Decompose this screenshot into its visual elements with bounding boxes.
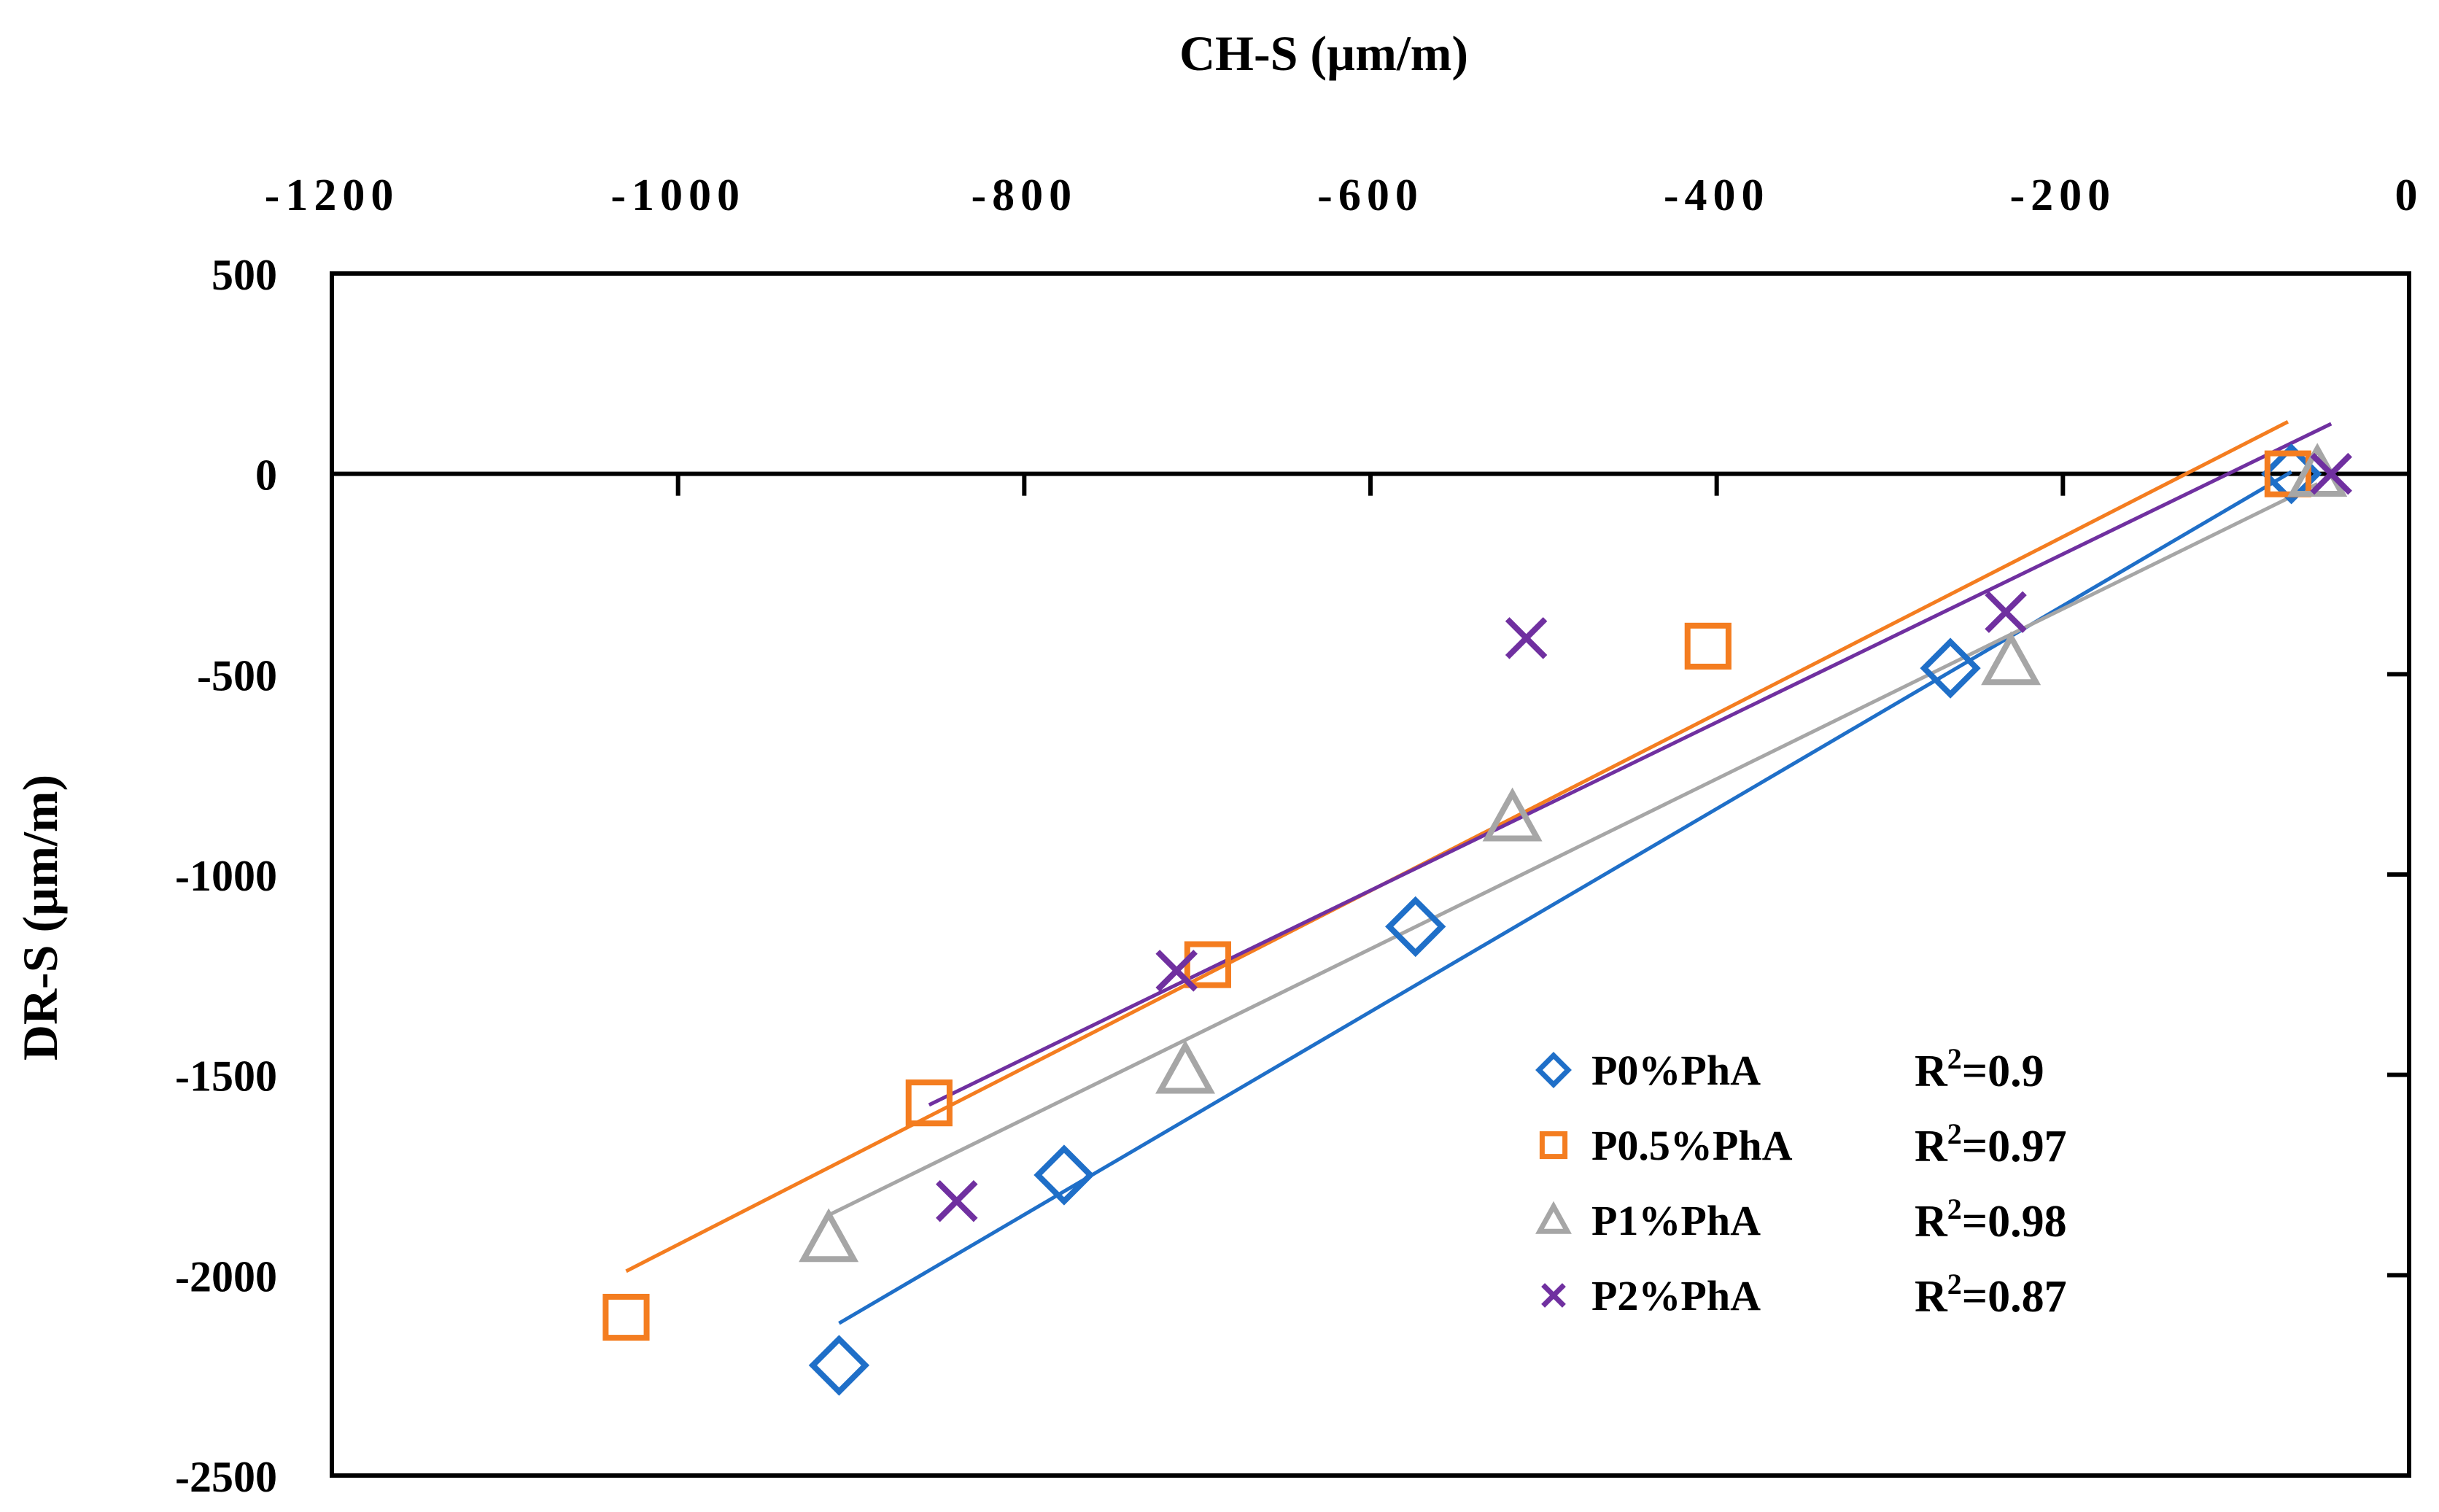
trendline-x — [928, 422, 2333, 1107]
y-tick-labels: 500 0 -500 -1000 -1500 -2000 -2500 — [175, 251, 277, 1501]
x-marker-stroke — [2310, 452, 2352, 495]
triangle-marker — [1535, 1201, 1572, 1234]
diamond-marker — [808, 1335, 870, 1396]
legend-label: P2%PhA — [1591, 1272, 1761, 1319]
square-marker — [1184, 941, 1231, 988]
x-marker-stroke — [1155, 950, 1198, 992]
legend-item: P0%PhA R2=0.9 — [1535, 1042, 2044, 1096]
x-tick-label: -1000 — [610, 171, 745, 220]
legend-item: P0.5%PhA R2=0.97 — [1539, 1117, 2067, 1171]
square-marker — [602, 1293, 650, 1341]
x-marker — [1155, 950, 1198, 992]
x-marker — [936, 1179, 978, 1222]
x-marker-stroke — [1505, 617, 1548, 659]
r-squared-label: R2=0.9 — [1915, 1042, 2044, 1096]
zero-line-group — [332, 471, 2409, 1278]
x-marker-stroke — [1541, 1283, 1566, 1308]
legend-label: P0.5%PhA — [1591, 1122, 1793, 1169]
y-tick-label: -2000 — [175, 1252, 277, 1300]
r-squared-label: R2=0.87 — [1915, 1268, 2067, 1322]
x-tick-label: -200 — [2010, 171, 2117, 220]
x-marker — [1985, 591, 2027, 633]
x-tick-label: -600 — [1317, 171, 1424, 220]
x-tick-labels: -1200 -1000 -800 -600 -400 -200 0 — [265, 171, 2424, 220]
triangle-marker — [1155, 1039, 1216, 1094]
x-axis-title: CH-S (µm/m) — [1179, 26, 1468, 81]
triangle-marker — [1981, 631, 2041, 686]
square-marker — [905, 1079, 953, 1127]
diamond-marker — [1034, 1144, 1095, 1206]
legend: P0%PhA R2=0.9 P0.5%PhA R2=0.97 P1%PhA R2=0.98… — [1535, 1042, 2067, 1322]
legend-item: P1%PhA R2=0.98 — [1535, 1193, 2067, 1247]
square-marker — [1539, 1131, 1568, 1160]
r-squared-label: R2=0.97 — [1915, 1117, 2067, 1171]
x-tick-label: -1200 — [265, 171, 400, 220]
y-tick-label: -1000 — [175, 852, 277, 900]
r-squared-label: R2=0.98 — [1915, 1193, 2067, 1247]
x-marker-stroke — [1985, 591, 2027, 633]
y-axis-title: DR-S (µm/m) — [12, 775, 68, 1061]
x-tick-label: 0 — [2395, 171, 2424, 220]
x-marker — [1505, 617, 1548, 659]
legend-item: P2%PhA R2=0.87 — [1541, 1268, 2067, 1322]
diamond-marker — [1920, 637, 1981, 699]
x-marker — [2310, 452, 2352, 495]
triangle-marker — [1482, 787, 1543, 842]
legend-label: P1%PhA — [1591, 1197, 1761, 1244]
square-marker — [1684, 622, 1732, 670]
x-tick-label: -800 — [972, 171, 1078, 220]
y-tick-label: 0 — [255, 451, 277, 500]
y-tick-label: 500 — [212, 251, 277, 299]
diamond-marker — [1535, 1052, 1572, 1088]
y-tick-label: -1500 — [175, 1052, 277, 1101]
trendlines — [625, 420, 2333, 1325]
triangle-marker — [799, 1208, 859, 1263]
diamond-marker — [1385, 896, 1446, 958]
legend-label: P0%PhA — [1591, 1047, 1761, 1094]
x-tick-label: -400 — [1664, 171, 1770, 220]
data-markers — [602, 443, 2352, 1396]
x-marker — [1541, 1283, 1566, 1308]
x-marker-stroke — [936, 1179, 978, 1222]
y-tick-label: -500 — [197, 651, 277, 699]
y-tick-label: -2500 — [175, 1453, 277, 1501]
trendline-triangle — [828, 482, 2319, 1217]
square-marker — [2264, 450, 2311, 497]
